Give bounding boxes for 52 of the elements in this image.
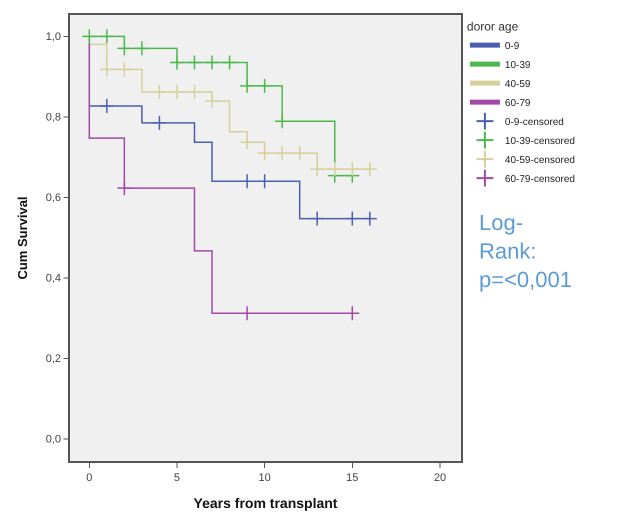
point [204,93,220,109]
y-tick-label: 0,6 [46,192,62,204]
point [99,98,115,114]
point [82,28,98,44]
legend-title: doror age [466,20,519,34]
legend-label: 40-59-censored [504,155,575,166]
point [116,180,132,196]
point [256,78,272,94]
y-tick-label: 0,8 [46,112,62,124]
point [152,115,168,131]
y-tick-label: 0,4 [46,272,62,285]
y-tick-label: 0,2 [46,353,62,366]
legend-label: 0-9-censored [504,117,564,128]
point [134,40,150,56]
legend-label: 40-59 [504,79,531,90]
point [327,161,343,177]
legend-label: 60-79-censored [504,174,575,185]
point [239,78,255,94]
point [362,161,378,177]
y-tick-label: 0,0 [46,434,62,446]
y-tick-label: 1,0 [46,31,62,44]
x-tick-label: 15 [346,472,358,484]
x-tick-label: 0 [86,472,92,484]
point [256,145,272,161]
legend-label: 60-79 [504,98,531,109]
point [309,161,325,177]
point [186,54,202,70]
legend-label: 10-39 [504,60,531,71]
point [204,54,220,70]
point [274,145,290,161]
point [152,84,168,100]
point [116,62,132,78]
x-tick-label: 5 [174,472,180,484]
point [169,84,185,100]
point [99,62,115,78]
point [344,210,360,226]
point [169,54,185,70]
point [186,84,202,100]
point [116,40,132,56]
x-tick-label: 10 [258,472,271,484]
text: Log- Rank: p=<0,001 [479,210,572,292]
y-axis-title: Cum Survival [15,196,30,280]
point [99,28,115,44]
x-tick-label: 20 [434,472,446,484]
point [222,54,238,70]
point [292,145,308,161]
legend-label: 10-39-censored [504,136,575,147]
x-axis-title: Years from transplant [194,494,338,511]
legend-label: 0-9 [504,41,520,52]
point [362,210,378,226]
point [309,210,325,226]
point [344,161,360,177]
